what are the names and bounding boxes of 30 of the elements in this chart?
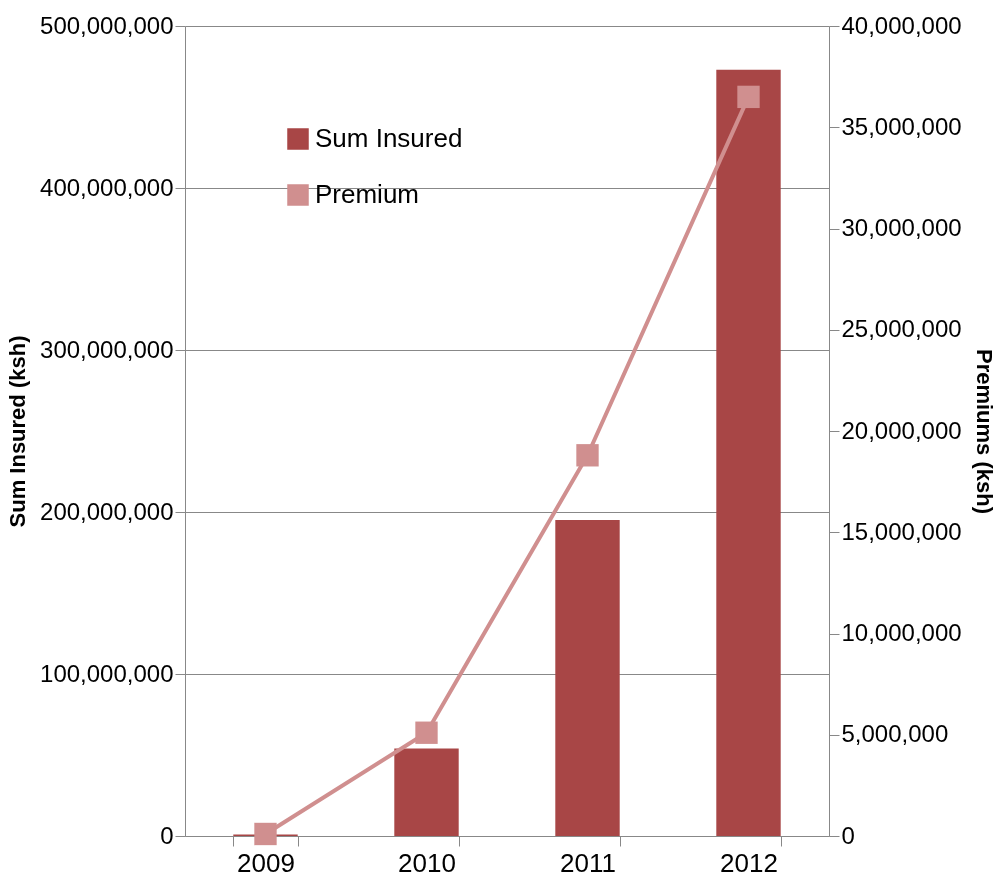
bar [394, 748, 459, 836]
point [737, 85, 760, 109]
y2-tick-label: 0 [841, 821, 855, 849]
x-tick-label: 2012 [720, 847, 778, 878]
y2-tick-label: 10,000,000 [841, 619, 962, 646]
bar [555, 520, 620, 836]
point [254, 822, 277, 846]
x-tick-label: 2009 [237, 847, 295, 878]
point [415, 721, 438, 744]
legend-label: Sum Insured [315, 123, 463, 153]
y2-tick-label: 5,000,000 [841, 720, 949, 748]
bar [716, 69, 781, 836]
y2-tick-label: 40,000,000 [841, 11, 962, 39]
y-axis-title: Sum Insured (ksh) [5, 335, 31, 528]
y-tick-label: 200,000,000 [40, 497, 174, 525]
y2-tick-label: 15,000,000 [841, 517, 962, 545]
y-tick-label: 400,000,000 [40, 173, 174, 201]
y-tick-label: 0 [160, 821, 174, 849]
point [576, 444, 599, 467]
y2-tick-label: 20,000,000 [841, 416, 962, 444]
x-tick-label: 2011 [560, 847, 616, 878]
y2-tick-label: 25,000,000 [841, 315, 962, 343]
y-tick-label: 500,000,000 [40, 11, 174, 39]
legend-label: Premium [315, 179, 420, 209]
y2-axis-title: Premiums (ksh) [971, 348, 997, 515]
y-tick-label: 100,000,000 [40, 659, 174, 687]
y2-tick-label: 30,000,000 [841, 214, 962, 241]
y2-tick-label: 35,000,000 [841, 112, 962, 140]
x-tick-label: 2010 [398, 847, 456, 878]
y-tick-label: 300,000,000 [40, 335, 174, 363]
